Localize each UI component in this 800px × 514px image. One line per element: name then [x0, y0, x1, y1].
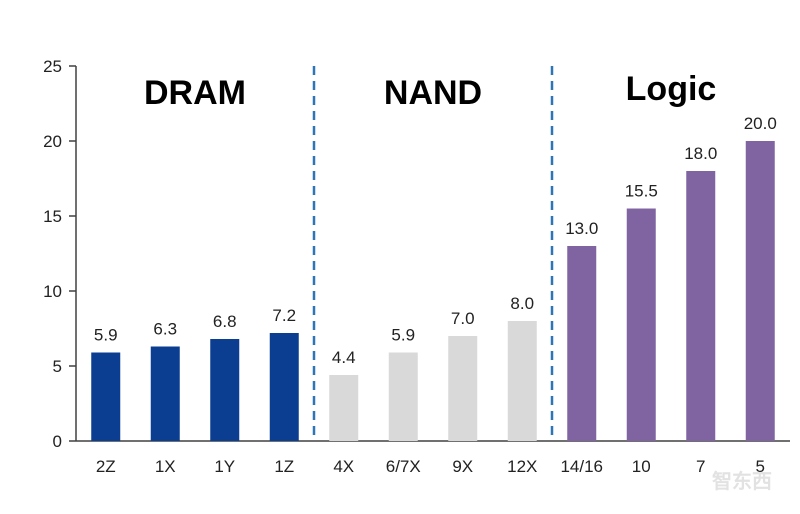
data-label: 5.9 [391, 326, 415, 345]
y-tick-label: 15 [43, 207, 62, 226]
bar-14/16 [567, 246, 597, 441]
y-axis: 0 5 10 15 20 25 [43, 57, 77, 451]
data-label: 15.5 [625, 182, 658, 201]
x-tick-label: 5 [756, 457, 765, 476]
x-tick-label: 4X [333, 457, 354, 476]
bar-1Y [210, 339, 240, 441]
data-label: 20.0 [744, 114, 777, 133]
bar-5 [745, 141, 775, 441]
y-tick-label: 25 [43, 57, 62, 76]
x-tick-label: 1X [155, 457, 176, 476]
data-label: 8.0 [510, 294, 534, 313]
data-label: 13.0 [565, 219, 598, 238]
y-tick-label: 20 [43, 132, 62, 151]
group-separators [312, 66, 554, 441]
x-tick-label: 14/16 [560, 457, 603, 476]
bar-12X [507, 321, 537, 441]
x-tick-label: 2Z [96, 457, 116, 476]
group-title-dram: DRAM [144, 74, 246, 112]
x-tick-label: 7 [696, 457, 705, 476]
bar-4X [329, 375, 359, 441]
data-label: 6.8 [213, 312, 237, 331]
bars [91, 141, 775, 441]
bar-value-labels: 5.9 6.3 6.8 7.2 4.4 5.9 7.0 8.0 13.0 15.5 18.0 20.0 [94, 114, 777, 367]
bar-9X [448, 336, 478, 441]
bar-2Z [91, 352, 121, 441]
bar-7 [686, 171, 716, 441]
x-tick-label: 9X [452, 457, 473, 476]
x-tick-label: 6/7X [386, 457, 421, 476]
watermark-text: 智东西 [712, 469, 772, 493]
group-title-logic: Logic [626, 70, 717, 108]
group-title-nand: NAND [384, 74, 482, 112]
y-tick-label: 10 [43, 282, 62, 301]
y-tick-label: 0 [53, 432, 62, 451]
data-label: 7.2 [272, 306, 296, 325]
bar-1Z [269, 333, 299, 441]
bar-6/7X [388, 352, 418, 441]
data-label: 6.3 [153, 320, 177, 339]
x-tick-label: 12X [507, 457, 537, 476]
watermark-logo: 智东西 [712, 469, 772, 493]
data-label: 18.0 [684, 144, 717, 163]
x-tick-label: 1Z [274, 457, 294, 476]
bar-1X [150, 346, 180, 441]
y-tick-label: 5 [53, 357, 62, 376]
data-label: 4.4 [332, 348, 356, 367]
data-label: 5.9 [94, 326, 118, 345]
data-label: 7.0 [451, 309, 475, 328]
x-tick-label: 1Y [214, 457, 235, 476]
x-axis: 2Z 1X 1Y 1Z 4X 6/7X 9X 12X 14/16 10 7 5 [76, 440, 790, 476]
x-tick-label: 10 [632, 457, 651, 476]
group-titles: DRAM NAND Logic [144, 70, 716, 112]
bar-10 [626, 208, 656, 441]
